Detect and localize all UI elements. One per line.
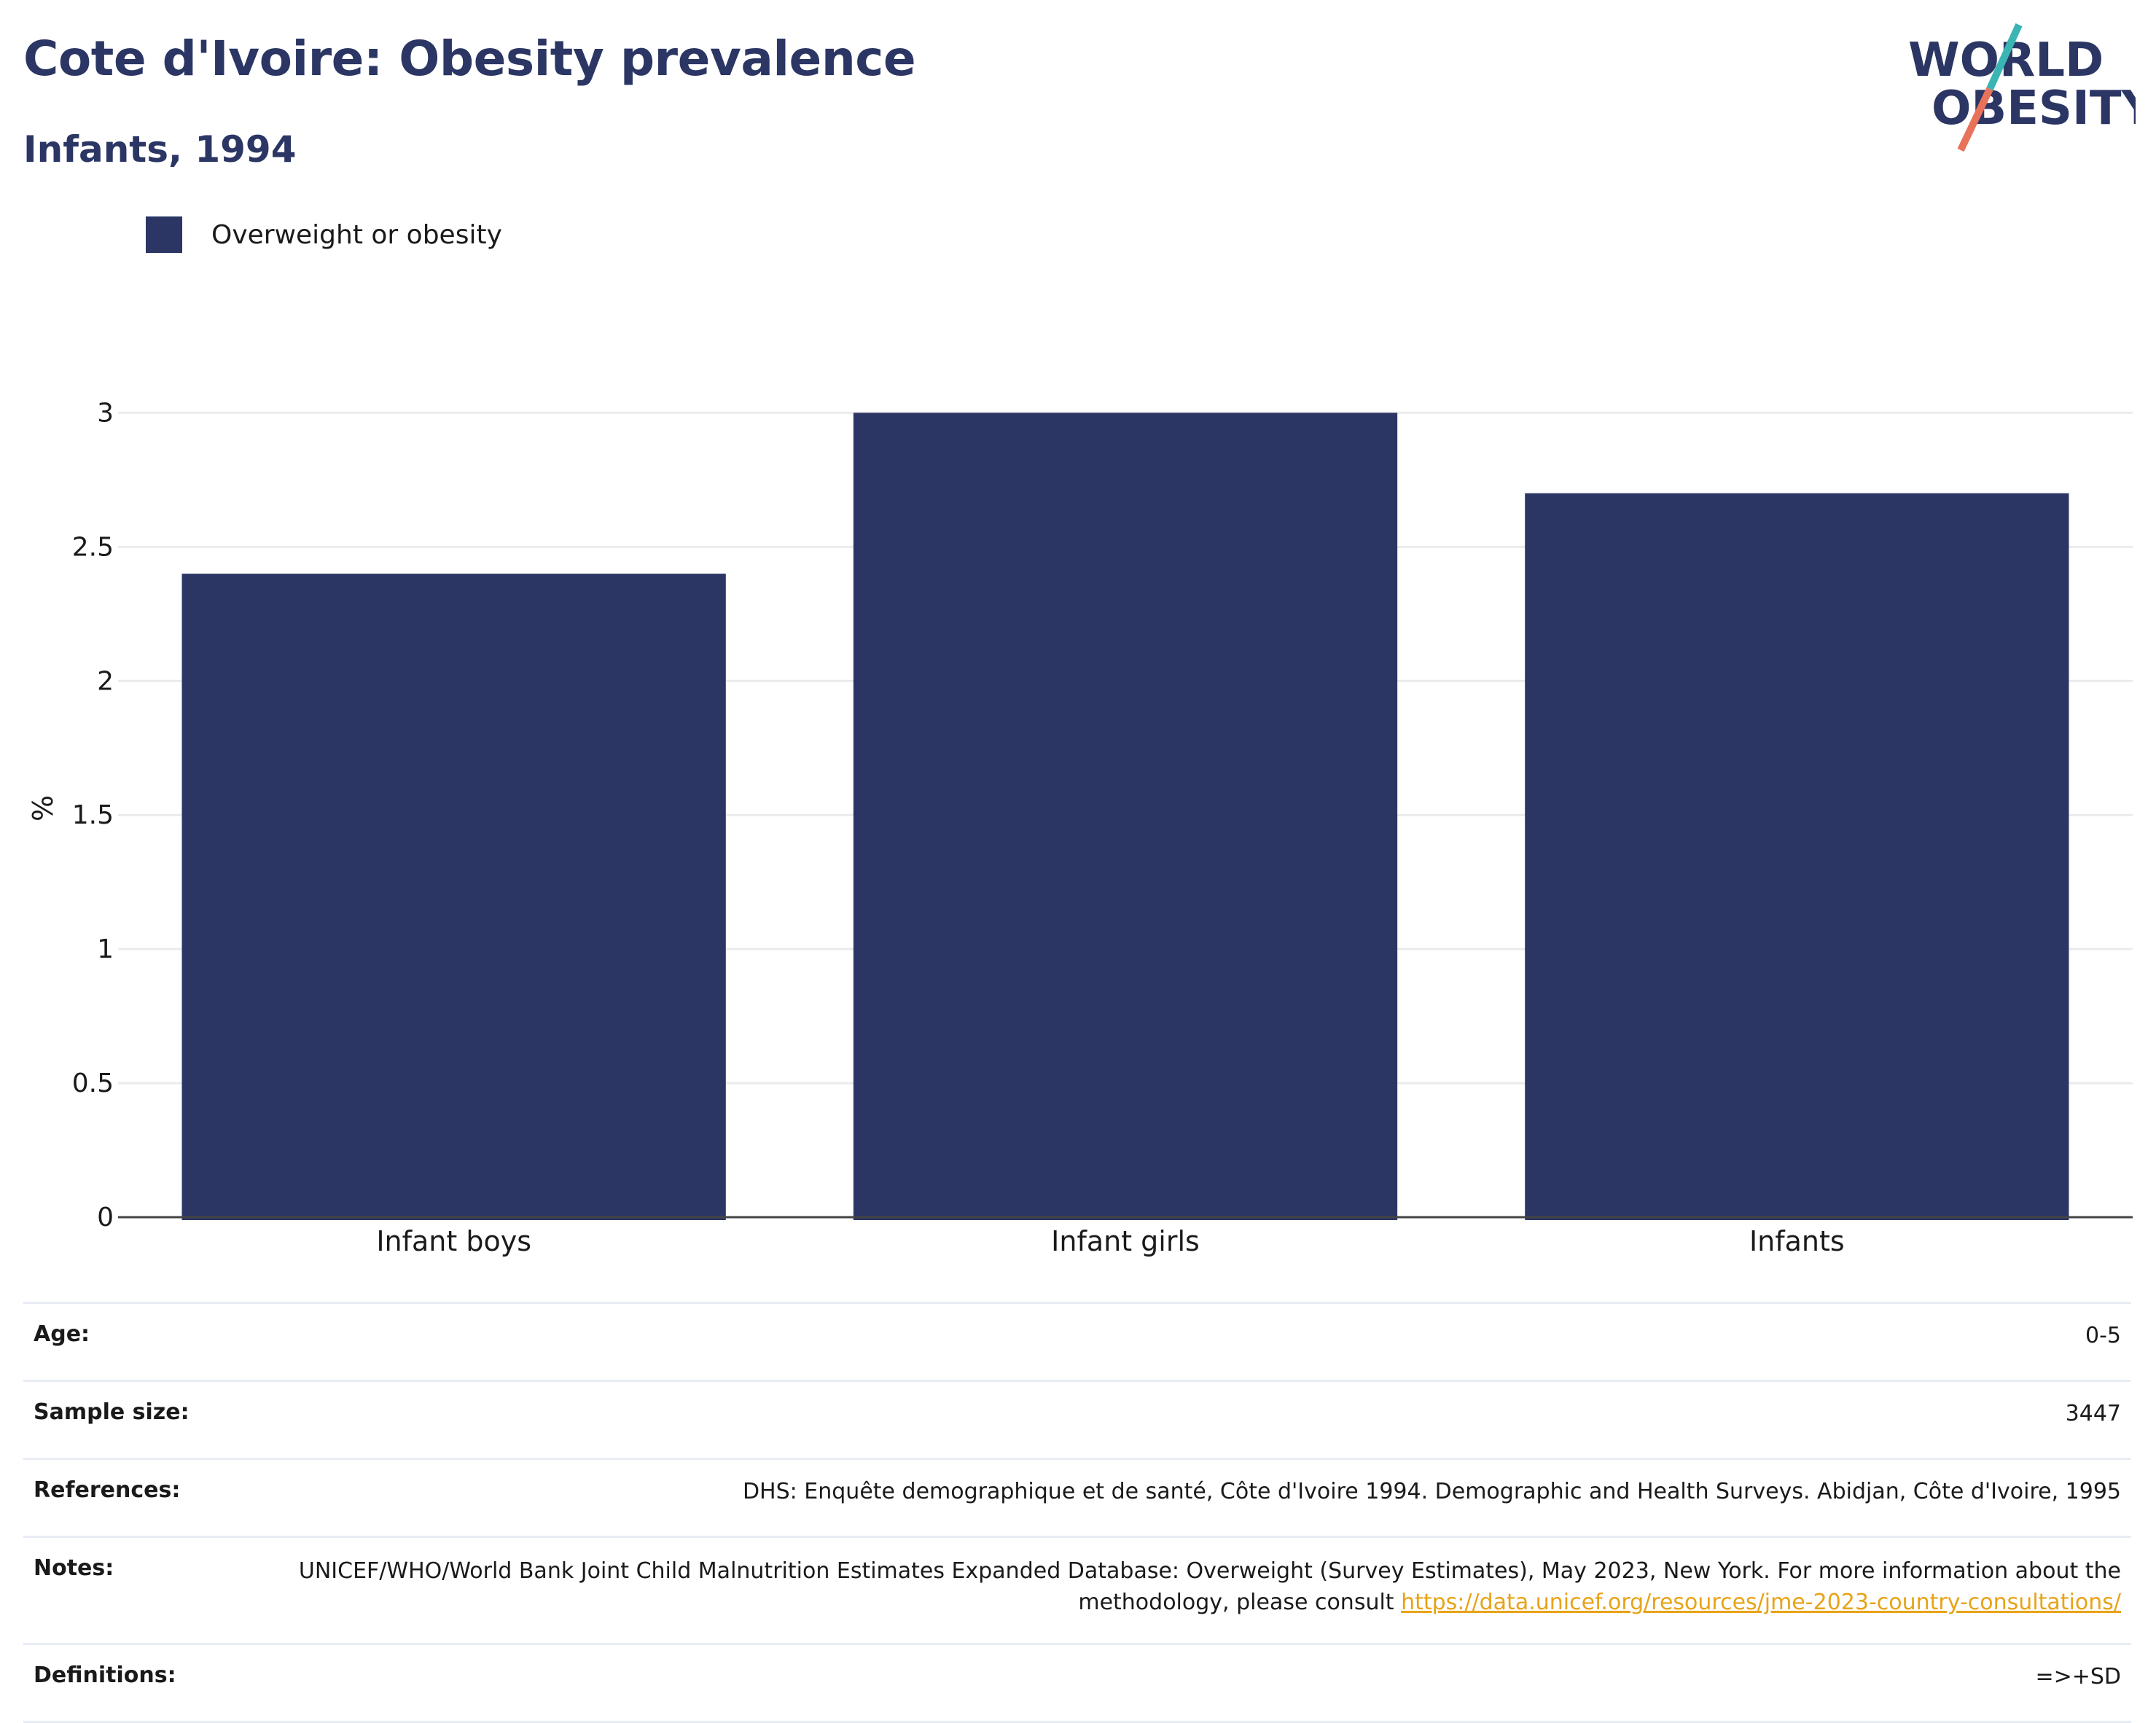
- legend-swatch: [146, 216, 182, 253]
- y-tick-label: 0.5: [72, 1068, 114, 1098]
- bar: [853, 413, 1398, 1220]
- notes-text: UNICEF/WHO/World Bank Joint Child Malnut…: [298, 1558, 2121, 1615]
- logo-slash-top: [1986, 23, 2023, 91]
- info-row-notes: Notes: UNICEF/WHO/World Bank Joint Child…: [23, 1536, 2131, 1644]
- bar: [181, 574, 726, 1220]
- logo-line2: OBESITY: [1932, 82, 2136, 136]
- info-value: DHS: Enquête demographique et de santé, …: [262, 1458, 2131, 1537]
- x-tick-label: Infants: [1749, 1225, 1845, 1257]
- y-tick-label: 2.5: [72, 532, 114, 562]
- info-row-age: Age: 0-5: [23, 1302, 2131, 1381]
- info-table: Age: 0-5 Sample size: 3447 References: D…: [23, 1302, 2131, 1723]
- y-tick-label: 1: [97, 934, 114, 964]
- chart-title: Cote d'Ivoire: Obesity prevalence: [23, 31, 916, 87]
- info-value: =>+SD: [262, 1643, 2131, 1723]
- bar: [1525, 493, 2069, 1220]
- info-value: UNICEF/WHO/World Bank Joint Child Malnut…: [262, 1536, 2131, 1644]
- chart-legend: Overweight or obesity: [146, 214, 502, 255]
- chart-subtitle: Infants, 1994: [23, 128, 297, 171]
- info-value: 3447: [262, 1380, 2131, 1459]
- info-row-references: References: DHS: Enquête demographique e…: [23, 1458, 2131, 1537]
- info-key: Age:: [23, 1302, 262, 1381]
- world-obesity-logo: WORLD OBESITY: [1908, 23, 2136, 152]
- legend-label: Overweight or obesity: [211, 219, 502, 250]
- info-key: References:: [23, 1458, 262, 1537]
- notes-link[interactable]: https://data.unicef.org/resources/jme-20…: [1401, 1590, 2121, 1615]
- y-tick-label: 3: [97, 398, 114, 428]
- y-axis-title: %: [27, 795, 59, 821]
- bar-chart: 0 0.5 1 1.5 2 2.5 3% Infant boys Infant girls Inf…: [27, 398, 2133, 1257]
- info-row-sample-size: Sample size: 3447: [23, 1380, 2131, 1459]
- y-tick-label: 0: [97, 1203, 114, 1232]
- logo-slash-bottom: [1957, 87, 1993, 152]
- info-key: Definitions:: [23, 1643, 262, 1723]
- info-key: Notes:: [23, 1536, 262, 1644]
- y-tick-label: 1.5: [72, 800, 114, 830]
- x-tick-label: Infant girls: [1051, 1225, 1200, 1257]
- info-key: Sample size:: [23, 1380, 262, 1459]
- y-tick-label: 2: [97, 666, 114, 696]
- info-value: 0-5: [262, 1302, 2131, 1381]
- info-row-definitions: Definitions: =>+SD: [23, 1643, 2131, 1723]
- x-tick-label: Infant boys: [376, 1225, 531, 1257]
